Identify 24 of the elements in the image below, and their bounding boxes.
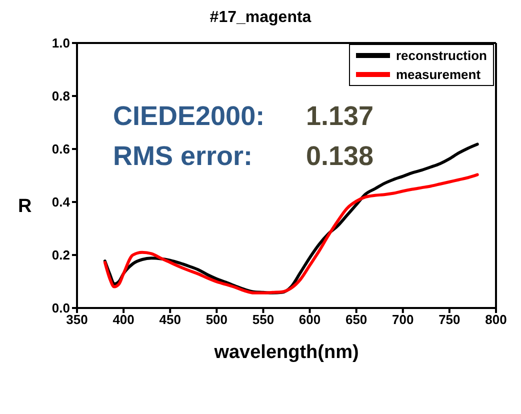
annotation: RMS error: [113, 140, 253, 172]
chart-title: #17_magenta [208, 8, 312, 28]
annotation: 1.137 [306, 100, 374, 132]
annotation: 0.138 [306, 140, 374, 172]
x-tick-label: 400 [112, 312, 134, 328]
x-tick-label: 450 [159, 312, 181, 328]
x-tick-label: 650 [345, 312, 368, 328]
x-tick-label: 550 [252, 312, 274, 328]
y-tick-label: 0.8 [52, 88, 70, 104]
y-tick-label: 0.4 [52, 194, 71, 210]
x-tick-label: 500 [206, 312, 228, 328]
x-tick-label: 700 [392, 312, 414, 328]
x-tick-label: 800 [485, 312, 507, 328]
y-axis-title: R [18, 196, 32, 218]
legend-label: measurement [396, 66, 481, 84]
y-tick-label: 0.2 [52, 248, 70, 263]
legend-label: reconstruction [396, 47, 487, 65]
y-tick-label: 1.0 [52, 36, 70, 51]
x-axis-title: wavelength(nm) [213, 342, 359, 363]
annotation: CIEDE2000: [113, 100, 265, 132]
x-tick-label: 750 [438, 312, 460, 328]
y-tick-label: 0.6 [52, 142, 70, 157]
line-series [103, 173, 479, 294]
x-tick-label: 600 [298, 312, 321, 328]
